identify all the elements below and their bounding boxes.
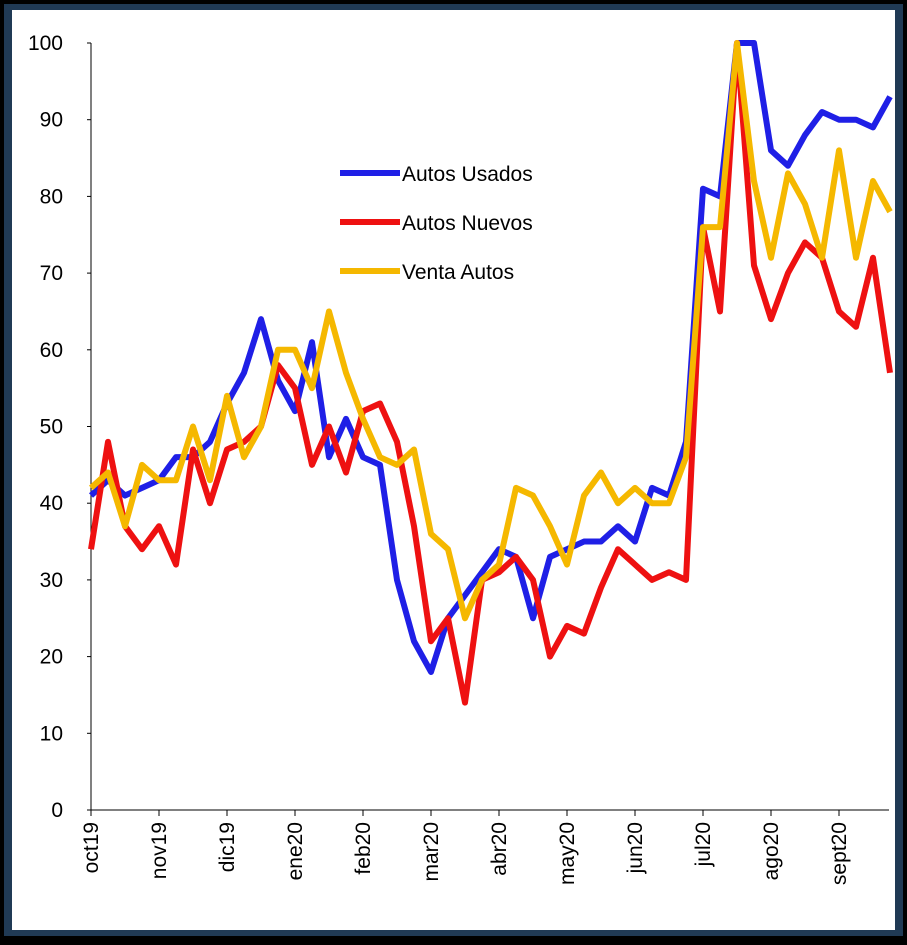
legend-label: Autos Nuevos: [402, 212, 533, 235]
x-tick-label: abr20: [488, 822, 511, 876]
y-tick-label: 80: [40, 185, 63, 208]
legend-label: Venta Autos: [402, 261, 514, 284]
x-tick-label: ago20: [760, 822, 783, 880]
legend-label: Autos Usados: [402, 163, 533, 186]
y-tick-label: 100: [28, 32, 63, 55]
x-tick-label: sept20: [828, 822, 851, 885]
x-tick-label: jun20: [624, 822, 647, 874]
x-tick-label: mar20: [420, 822, 443, 882]
y-tick-label: 30: [40, 569, 63, 592]
y-tick-label: 0: [51, 799, 63, 822]
y-tick-label: 20: [40, 646, 63, 669]
y-tick-label: 10: [40, 722, 63, 745]
y-tick-label: 40: [40, 492, 63, 515]
x-tick-label: jul20: [692, 822, 715, 867]
series-line: [88, 40, 893, 622]
x-tick-label: dic19: [216, 822, 239, 872]
y-tick-label: 90: [40, 109, 63, 132]
x-tick-label: feb20: [352, 822, 375, 875]
y-tick-label: 60: [40, 339, 63, 362]
x-tick-label: ene20: [284, 822, 307, 880]
x-tick-label: may20: [556, 822, 579, 885]
y-tick-label: 70: [40, 262, 63, 285]
x-tick-label: nov19: [148, 822, 171, 879]
y-tick-label: 50: [40, 416, 63, 439]
x-tick-label: oct19: [80, 822, 103, 873]
